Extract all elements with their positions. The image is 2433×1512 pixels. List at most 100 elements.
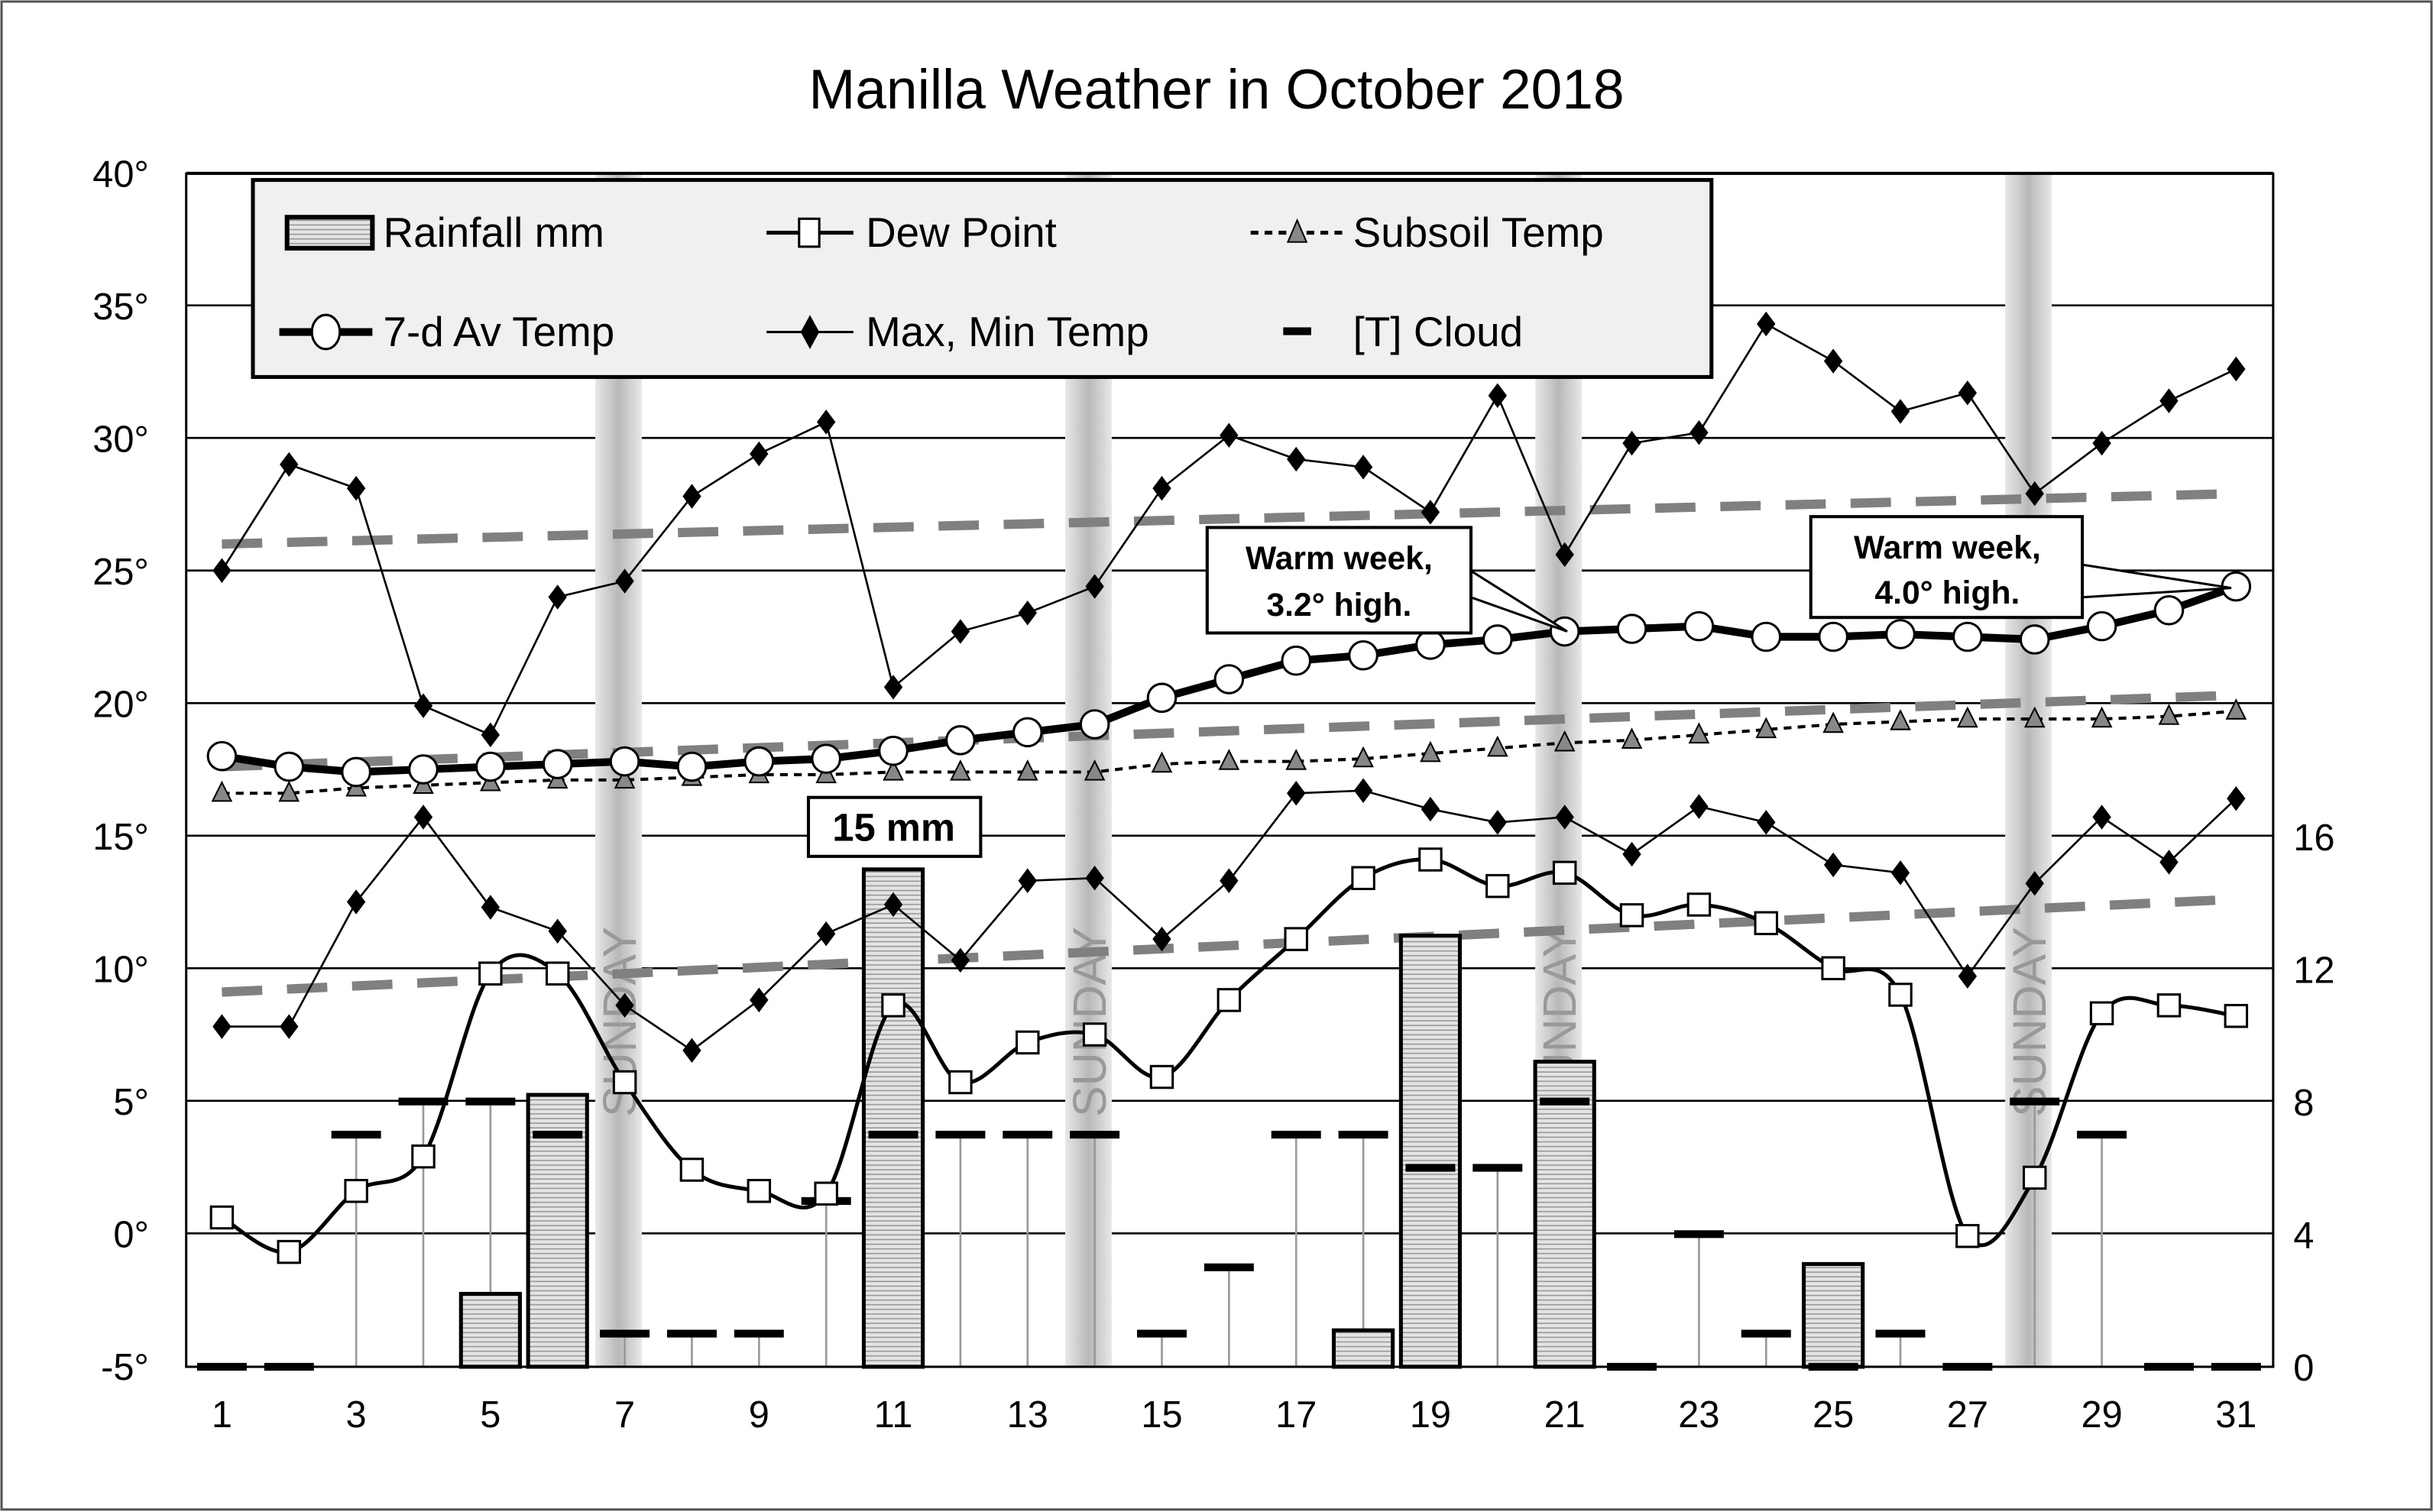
rain-bar [1331, 1328, 1395, 1369]
dew-point [1351, 866, 1375, 891]
subsoil-point [2023, 706, 2046, 728]
max-temp-point [1421, 500, 1440, 525]
legend-subsoil: Subsoil Temp [1353, 209, 1604, 256]
cloud-mark [1136, 1329, 1187, 1338]
cloud-mark [2010, 1097, 2060, 1106]
sunday-label: SUNDAY [1064, 927, 1116, 1117]
avg7-point [1415, 630, 1446, 660]
max-temp-point [548, 584, 567, 610]
max-temp-point [212, 558, 232, 583]
y2-tick-label: 4 [2293, 1216, 2314, 1257]
rain-bar [1533, 1060, 1596, 1369]
cloud-mark [1070, 1131, 1120, 1139]
dew-point [1485, 873, 1510, 898]
svg-text:Warm week,: Warm week, [1246, 540, 1433, 577]
avg7-point [1616, 614, 1647, 644]
dew-point [2156, 993, 2182, 1018]
dew-point [478, 961, 503, 986]
y-tick-label: 25° [92, 552, 149, 593]
legend-dew-marker [798, 217, 821, 248]
subsoil-point [2225, 698, 2247, 720]
x-tick-label: 7 [614, 1394, 635, 1436]
min-temp-point [750, 987, 769, 1013]
x-tick-label: 31 [2215, 1394, 2256, 1436]
dew-point [344, 1179, 368, 1203]
max-temp-point [1220, 423, 1239, 448]
y-tick-label: 5° [113, 1082, 149, 1123]
avg7-point [542, 749, 573, 779]
legend-avg-marker [310, 313, 342, 351]
y2-tick-label: 12 [2293, 950, 2334, 991]
avg7-point [945, 725, 976, 756]
x-tick-label: 27 [1947, 1394, 1988, 1436]
avg7-point [609, 746, 640, 777]
subsoil-point [950, 759, 971, 781]
max-temp-point [883, 675, 903, 700]
max-temp-point [1823, 348, 1843, 374]
min-temp-point [1287, 781, 1306, 806]
y-tick-label: 30° [92, 419, 149, 461]
cloud-mark [1271, 1131, 1321, 1139]
x-tick-label: 21 [1544, 1394, 1586, 1436]
subsoil-point [2091, 706, 2113, 728]
min-temp-point [816, 921, 836, 947]
min-temp-point [1152, 926, 1171, 952]
avg7-point [1281, 645, 1312, 676]
cloud-mark [1405, 1164, 1456, 1172]
cloud-mark [398, 1097, 449, 1106]
rain-bar [1398, 934, 1463, 1369]
dew-point [1216, 988, 1242, 1012]
max-temp-point [816, 410, 836, 435]
dew-point [679, 1157, 705, 1182]
avg7-point [811, 743, 841, 774]
dew-point [1082, 1022, 1107, 1047]
max-temp-point [1287, 446, 1306, 472]
subsoil-point [278, 780, 300, 802]
max-temp-point [615, 568, 634, 594]
max-temp-point [1353, 455, 1373, 480]
cloud-mark [1472, 1164, 1523, 1172]
min-temp-point [413, 805, 433, 830]
min-temp-point [1018, 868, 1037, 894]
dew-point [1552, 860, 1577, 886]
min-temp-point [346, 889, 366, 915]
avg7-point [676, 751, 708, 782]
subsoil-point [1016, 759, 1038, 781]
min-temp-point [1622, 841, 1641, 867]
dew-point [747, 1179, 772, 1203]
rain-bar [861, 867, 925, 1369]
annotation-rain-peak: 15 mm [806, 795, 983, 858]
subsoil-point [883, 759, 904, 781]
dew-point [1284, 927, 1308, 951]
legend-cloud-marker [1283, 327, 1311, 335]
subsoil-point [1688, 722, 1710, 744]
avg7-point [341, 756, 371, 788]
y-tick-label: 20° [92, 685, 149, 726]
x-tick-label: 15 [1141, 1394, 1182, 1436]
avg7-point [408, 754, 439, 785]
avg7-point [1952, 621, 1983, 652]
subsoil-point [1285, 749, 1307, 770]
normal-max-line [222, 489, 2237, 549]
avg7-point [475, 751, 506, 782]
min-temp-point [1823, 852, 1843, 878]
avg7-point [1213, 664, 1245, 694]
dew-point [1754, 911, 1779, 936]
avg7-point [206, 740, 238, 772]
subsoil-point [1353, 746, 1374, 768]
cloud-mark [2077, 1131, 2127, 1139]
min-temp-point [481, 895, 501, 920]
y-tick-label: 10° [92, 950, 149, 991]
cloud-mark [600, 1329, 650, 1338]
min-temp-point [615, 992, 634, 1018]
dew-point [881, 993, 905, 1018]
cloud-mark [1673, 1230, 1724, 1238]
x-tick-label: 17 [1275, 1394, 1317, 1436]
svg-text:Warm week,: Warm week, [1854, 529, 2041, 566]
avg7-point [1146, 682, 1178, 714]
avg7-point [2153, 595, 2185, 626]
x-tick-label: 25 [1813, 1394, 1854, 1436]
dew-point [1888, 983, 1913, 1007]
cloud-mark [734, 1329, 784, 1338]
